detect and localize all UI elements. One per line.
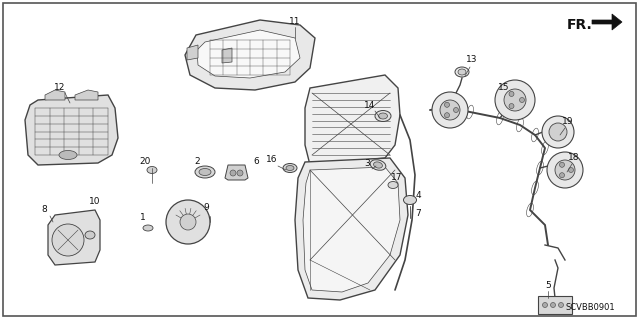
Polygon shape: [25, 95, 118, 165]
Text: 5: 5: [545, 280, 551, 290]
Circle shape: [559, 302, 563, 308]
Text: 1: 1: [140, 213, 146, 222]
Text: 11: 11: [289, 18, 301, 26]
Ellipse shape: [375, 110, 391, 122]
Ellipse shape: [85, 231, 95, 239]
Ellipse shape: [455, 67, 469, 77]
Ellipse shape: [147, 167, 157, 174]
Text: 18: 18: [568, 153, 580, 162]
Polygon shape: [295, 158, 408, 300]
Text: 20: 20: [140, 158, 150, 167]
Polygon shape: [303, 167, 400, 292]
Text: 13: 13: [467, 56, 477, 64]
Circle shape: [237, 170, 243, 176]
Circle shape: [542, 116, 574, 148]
Ellipse shape: [378, 113, 387, 119]
Circle shape: [180, 214, 196, 230]
Polygon shape: [225, 165, 248, 180]
Text: 17: 17: [391, 173, 403, 182]
Text: 2: 2: [194, 157, 200, 166]
Polygon shape: [197, 30, 300, 78]
Text: 9: 9: [203, 204, 209, 212]
Circle shape: [555, 160, 575, 180]
Polygon shape: [592, 14, 622, 30]
Ellipse shape: [59, 151, 77, 160]
Text: 14: 14: [364, 100, 376, 109]
Text: 10: 10: [89, 197, 100, 206]
Bar: [538, 296, 572, 314]
Circle shape: [509, 92, 514, 96]
Text: 6: 6: [253, 157, 259, 166]
Polygon shape: [75, 90, 98, 100]
Text: 15: 15: [499, 84, 509, 93]
Circle shape: [559, 162, 564, 167]
Polygon shape: [45, 90, 65, 100]
Polygon shape: [185, 20, 315, 90]
Ellipse shape: [283, 164, 297, 173]
Ellipse shape: [286, 166, 294, 170]
Text: 4: 4: [415, 190, 421, 199]
Ellipse shape: [195, 166, 215, 178]
Circle shape: [509, 104, 514, 108]
Polygon shape: [305, 75, 400, 165]
Text: 3: 3: [364, 159, 370, 167]
Ellipse shape: [143, 225, 153, 231]
Circle shape: [440, 100, 460, 120]
Polygon shape: [222, 48, 232, 63]
Circle shape: [504, 89, 526, 111]
Polygon shape: [187, 45, 198, 60]
Ellipse shape: [199, 168, 211, 175]
Circle shape: [432, 92, 468, 128]
Text: 7: 7: [415, 209, 421, 218]
Circle shape: [549, 123, 567, 141]
Text: FR.: FR.: [567, 18, 593, 32]
Ellipse shape: [374, 162, 383, 168]
Circle shape: [520, 98, 525, 102]
Text: SCVBB0901: SCVBB0901: [565, 303, 615, 313]
Circle shape: [547, 152, 583, 188]
Ellipse shape: [458, 69, 466, 75]
Text: 16: 16: [266, 155, 278, 165]
Text: 8: 8: [41, 205, 47, 214]
Circle shape: [445, 102, 449, 107]
Circle shape: [454, 108, 458, 113]
Ellipse shape: [388, 182, 398, 189]
Ellipse shape: [403, 196, 417, 204]
Circle shape: [495, 80, 535, 120]
Text: 19: 19: [563, 117, 573, 127]
Circle shape: [166, 200, 210, 244]
Polygon shape: [48, 210, 100, 265]
Circle shape: [559, 173, 564, 178]
Text: 12: 12: [54, 84, 66, 93]
Circle shape: [230, 170, 236, 176]
Circle shape: [543, 302, 547, 308]
Circle shape: [550, 302, 556, 308]
Circle shape: [568, 167, 573, 173]
Ellipse shape: [370, 160, 386, 170]
Circle shape: [445, 113, 449, 118]
Circle shape: [52, 224, 84, 256]
